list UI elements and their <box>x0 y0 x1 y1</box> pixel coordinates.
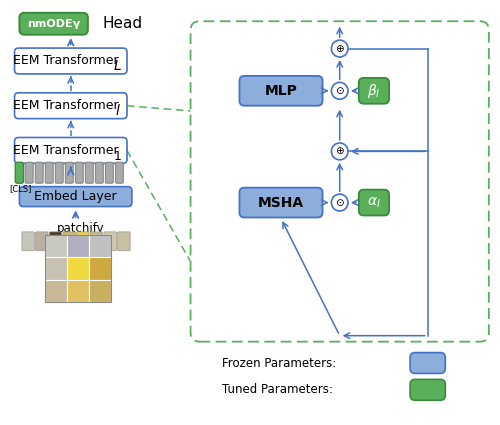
FancyBboxPatch shape <box>410 353 446 374</box>
Bar <box>67 257 89 280</box>
Text: Tuned Parameters:: Tuned Parameters: <box>222 383 333 397</box>
Text: EEM Transformer: EEM Transformer <box>13 144 118 157</box>
FancyBboxPatch shape <box>36 162 43 183</box>
Text: Head: Head <box>102 16 142 31</box>
FancyBboxPatch shape <box>410 380 446 400</box>
FancyBboxPatch shape <box>190 21 489 342</box>
FancyBboxPatch shape <box>66 162 73 183</box>
FancyBboxPatch shape <box>96 162 104 183</box>
FancyBboxPatch shape <box>49 232 62 251</box>
FancyBboxPatch shape <box>36 232 48 251</box>
Bar <box>45 257 67 280</box>
Text: l: l <box>116 104 119 118</box>
Circle shape <box>332 143 348 160</box>
Text: patchify: patchify <box>56 222 104 235</box>
FancyBboxPatch shape <box>22 232 34 251</box>
FancyBboxPatch shape <box>118 232 130 251</box>
FancyBboxPatch shape <box>14 93 127 119</box>
Text: ⊙: ⊙ <box>336 198 344 207</box>
Text: L: L <box>114 59 121 73</box>
FancyBboxPatch shape <box>14 138 127 163</box>
Text: ⊕: ⊕ <box>336 44 344 54</box>
FancyBboxPatch shape <box>106 162 114 183</box>
Circle shape <box>332 194 348 211</box>
FancyBboxPatch shape <box>359 78 389 104</box>
Text: ⊕: ⊕ <box>336 146 344 156</box>
FancyBboxPatch shape <box>46 162 53 183</box>
Text: $\alpha_l$: $\alpha_l$ <box>367 196 381 210</box>
FancyBboxPatch shape <box>20 187 132 207</box>
Circle shape <box>332 40 348 57</box>
Bar <box>45 280 67 302</box>
FancyBboxPatch shape <box>56 162 63 183</box>
FancyBboxPatch shape <box>76 162 83 183</box>
FancyBboxPatch shape <box>90 232 103 251</box>
Text: 1: 1 <box>114 150 121 163</box>
Bar <box>45 235 67 257</box>
FancyBboxPatch shape <box>16 162 24 183</box>
Text: $\beta_l$: $\beta_l$ <box>367 82 380 100</box>
FancyBboxPatch shape <box>240 76 322 106</box>
FancyBboxPatch shape <box>26 162 33 183</box>
Bar <box>89 235 111 257</box>
Text: MLP: MLP <box>264 84 298 98</box>
Text: ⊙: ⊙ <box>336 86 344 96</box>
Bar <box>89 257 111 280</box>
Text: Frozen Parameters:: Frozen Parameters: <box>222 357 336 369</box>
FancyBboxPatch shape <box>240 188 322 218</box>
Bar <box>67 235 89 257</box>
Bar <box>45 235 111 302</box>
Text: MSHA: MSHA <box>258 196 304 210</box>
FancyBboxPatch shape <box>20 13 88 35</box>
Text: [CLS]: [CLS] <box>10 184 32 193</box>
Text: EEM Transformer: EEM Transformer <box>13 54 118 68</box>
Bar <box>67 280 89 302</box>
FancyBboxPatch shape <box>359 190 389 215</box>
FancyBboxPatch shape <box>76 232 89 251</box>
FancyBboxPatch shape <box>63 232 76 251</box>
FancyBboxPatch shape <box>104 232 117 251</box>
FancyBboxPatch shape <box>14 48 127 74</box>
Text: nmODEγ: nmODEγ <box>27 19 80 29</box>
Text: Embed Layer: Embed Layer <box>34 190 117 203</box>
Circle shape <box>332 82 348 99</box>
Text: EEM Transformer: EEM Transformer <box>13 99 118 112</box>
FancyBboxPatch shape <box>116 162 124 183</box>
Bar <box>89 280 111 302</box>
FancyBboxPatch shape <box>86 162 94 183</box>
